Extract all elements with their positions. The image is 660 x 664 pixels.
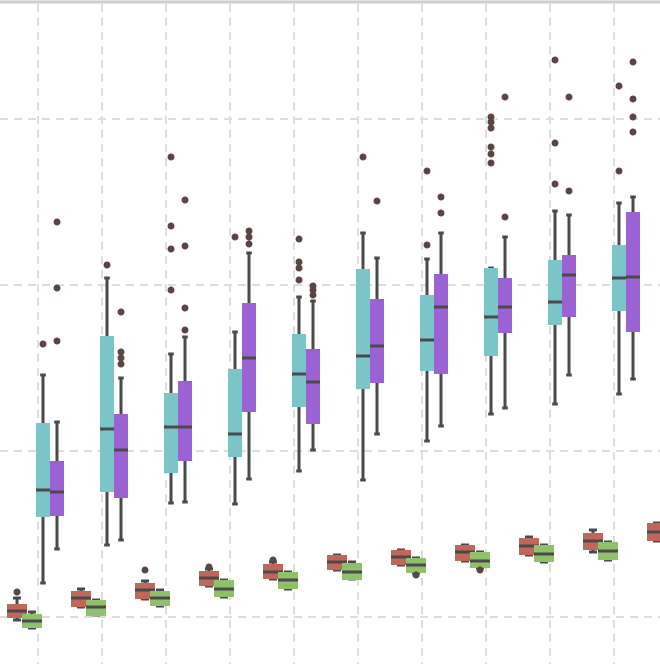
outlier	[487, 150, 495, 158]
box	[484, 268, 498, 356]
outlier	[629, 95, 637, 103]
outlier	[117, 354, 125, 362]
outlier	[181, 196, 189, 204]
box	[114, 414, 128, 498]
outlier	[629, 113, 637, 121]
outlier	[295, 276, 303, 284]
outlier	[487, 118, 495, 126]
box	[36, 423, 50, 517]
outlier	[437, 193, 445, 201]
outlier	[167, 222, 175, 230]
box	[420, 295, 434, 371]
box	[370, 299, 384, 383]
box	[548, 260, 562, 325]
outlier	[487, 124, 495, 132]
outlier	[309, 291, 317, 299]
outlier	[141, 566, 149, 574]
outlier	[167, 286, 175, 294]
box	[434, 274, 448, 374]
outlier	[487, 143, 495, 151]
outlier	[412, 571, 420, 579]
outlier	[551, 139, 559, 147]
outlier	[103, 261, 111, 269]
outlier	[565, 187, 573, 195]
outlier	[373, 197, 381, 205]
outlier	[295, 264, 303, 272]
outlier	[117, 308, 125, 316]
box	[306, 349, 320, 424]
outlier	[423, 167, 431, 175]
outlier	[53, 337, 61, 345]
outlier	[565, 93, 573, 101]
outlier	[13, 588, 21, 596]
outlier	[53, 218, 61, 226]
box	[164, 393, 178, 473]
outlier	[245, 233, 253, 241]
box	[50, 461, 64, 516]
outlier	[501, 213, 509, 221]
outlier	[423, 241, 431, 249]
box	[228, 369, 242, 457]
outlier	[167, 153, 175, 161]
outlier	[181, 304, 189, 312]
outlier	[615, 82, 623, 90]
outlier	[167, 245, 175, 253]
outlier	[615, 167, 623, 175]
box	[178, 381, 192, 461]
outlier	[245, 227, 253, 235]
outlier	[231, 233, 239, 241]
box	[356, 269, 370, 389]
box	[100, 336, 114, 492]
outlier	[269, 556, 277, 564]
outlier	[295, 258, 303, 266]
outlier	[245, 240, 253, 248]
outlier	[551, 180, 559, 188]
outlier	[181, 242, 189, 250]
outlier	[476, 566, 484, 574]
box	[626, 212, 640, 332]
box	[562, 255, 576, 317]
outlier	[629, 58, 637, 66]
outlier	[295, 235, 303, 243]
outlier	[53, 284, 61, 292]
outlier	[551, 56, 559, 64]
outlier	[487, 159, 495, 167]
outlier	[181, 326, 189, 334]
outlier	[437, 209, 445, 217]
box	[292, 334, 306, 407]
outlier	[309, 286, 317, 294]
outlier	[359, 153, 367, 161]
outlier	[117, 360, 125, 368]
outlier	[487, 113, 495, 121]
outlier	[117, 348, 125, 356]
outlier	[501, 93, 509, 101]
outlier	[629, 128, 637, 136]
outlier	[39, 340, 47, 348]
outlier	[205, 563, 213, 571]
